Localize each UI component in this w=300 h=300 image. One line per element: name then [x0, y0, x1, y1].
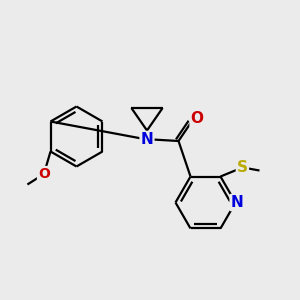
- Text: N: N: [231, 195, 243, 210]
- Text: S: S: [237, 160, 248, 175]
- Text: O: O: [190, 111, 204, 126]
- Text: N: N: [141, 132, 153, 147]
- Text: O: O: [38, 167, 50, 181]
